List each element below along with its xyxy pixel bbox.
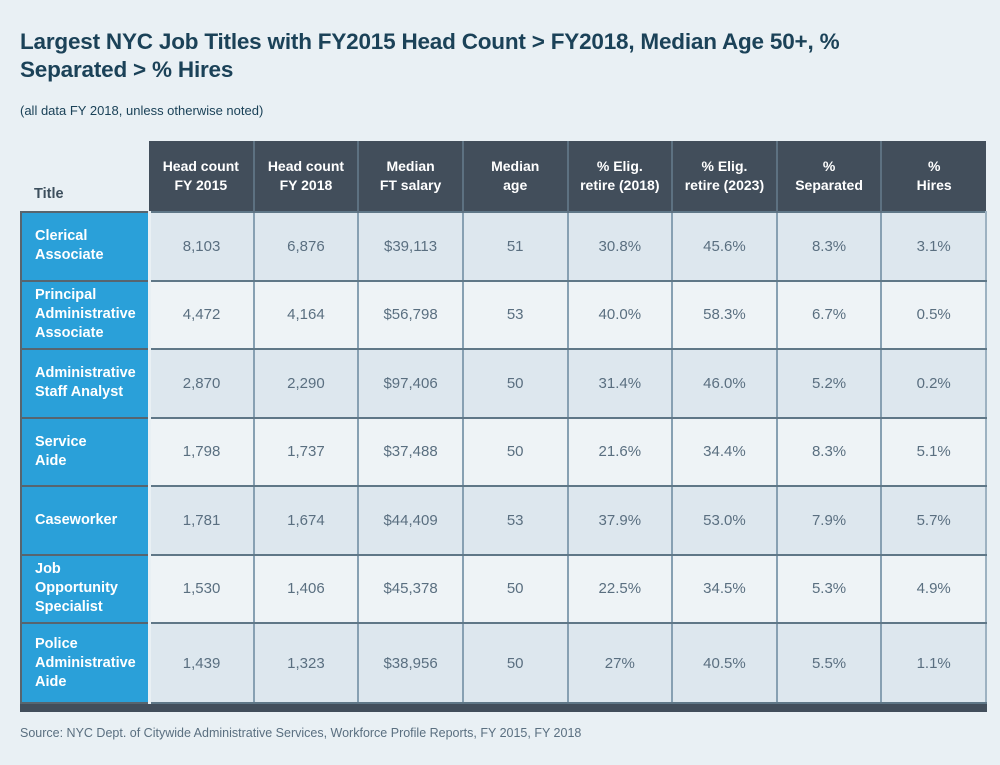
column-header-pct-hires: % Hires — [880, 141, 986, 212]
data-cell: 1,439 — [148, 622, 255, 704]
data-cell: 1,737 — [252, 416, 360, 487]
table-row: Clerical Associate 8,103 6,876 $39,113 5… — [20, 211, 987, 282]
row-title-cell: Clerical Associate — [20, 211, 151, 282]
data-cell: 3.1% — [880, 211, 987, 282]
data-cell: 5.1% — [880, 416, 987, 487]
row-title-cell: Job Opportunity Specialist — [20, 553, 151, 624]
data-cell: 7.9% — [775, 485, 883, 556]
source-note: Source: NYC Dept. of Citywide Administra… — [20, 726, 582, 740]
data-cell: 22.5% — [566, 553, 674, 624]
row-title-cell: Caseworker — [20, 485, 151, 556]
data-cell: 53 — [461, 485, 569, 556]
page-title: Largest NYC Job Titles with FY2015 Head … — [20, 29, 840, 82]
data-cell: $44,409 — [357, 485, 464, 556]
table-row: Principal Administrative Associate 4,472… — [20, 279, 987, 350]
data-cell: 1,530 — [148, 553, 255, 624]
data-cell: 1,781 — [148, 485, 255, 556]
data-cell: 30.8% — [566, 211, 674, 282]
data-cell: $37,488 — [357, 416, 464, 487]
data-cell: $45,378 — [357, 553, 464, 624]
table-row: Service Aide 1,798 1,737 $37,488 50 21.6… — [20, 416, 987, 487]
data-cell: 50 — [461, 622, 569, 704]
column-header-elig-retire-2018: % Elig. retire (2018) — [566, 141, 673, 212]
column-header-median-age: Median age — [461, 141, 568, 212]
column-header-elig-retire-2023: % Elig. retire (2023) — [671, 141, 777, 212]
data-cell: 34.5% — [671, 553, 778, 624]
row-title-cell: Police Administrative Aide — [20, 622, 151, 704]
data-cell: $97,406 — [357, 348, 464, 419]
data-cell: 46.0% — [671, 348, 778, 419]
row-title-cell: Principal Administrative Associate — [20, 279, 151, 350]
data-cell: 8,103 — [148, 211, 255, 282]
data-cell: $38,956 — [357, 622, 464, 704]
data-cell: 1.1% — [880, 622, 987, 704]
row-title-cell: Service Aide — [20, 416, 151, 487]
data-cell: 0.2% — [880, 348, 987, 419]
data-cell: 1,798 — [148, 416, 255, 487]
data-cell: 58.3% — [671, 279, 778, 350]
data-cell: 8.3% — [775, 416, 883, 487]
jobs-table: Title Head count FY 2015 Head count FY 2… — [20, 141, 987, 704]
data-cell: 5.3% — [775, 553, 883, 624]
data-cell: 27% — [566, 622, 674, 704]
data-cell: 1,674 — [252, 485, 360, 556]
page-subtitle: (all data FY 2018, unless otherwise note… — [20, 103, 264, 118]
data-cell: 5.7% — [880, 485, 987, 556]
data-cell: 50 — [461, 416, 569, 487]
table-header-row: Title Head count FY 2015 Head count FY 2… — [21, 141, 986, 212]
data-cell: $56,798 — [357, 279, 464, 350]
data-cell: 6.7% — [775, 279, 883, 350]
table-row: Job Opportunity Specialist 1,530 1,406 $… — [20, 553, 987, 624]
data-cell: 21.6% — [566, 416, 674, 487]
data-cell: 8.3% — [775, 211, 883, 282]
column-header-headcount-fy2015: Head count FY 2015 — [149, 141, 254, 212]
data-cell: 37.9% — [566, 485, 674, 556]
table-row: Police Administrative Aide 1,439 1,323 $… — [20, 622, 987, 704]
data-cell: 2,870 — [148, 348, 255, 419]
title-column-header: Title — [34, 186, 64, 202]
row-title-cell: Administrative Staff Analyst — [20, 348, 151, 419]
table-footer-bar — [20, 704, 987, 712]
data-cell: 40.5% — [671, 622, 778, 704]
data-cell: 40.0% — [566, 279, 674, 350]
data-cell: 34.4% — [671, 416, 778, 487]
column-header-median-ft-salary: Median FT salary — [357, 141, 463, 212]
data-cell: 4.9% — [880, 553, 987, 624]
data-cell: 4,164 — [252, 279, 360, 350]
table-row: Caseworker 1,781 1,674 $44,409 53 37.9% … — [20, 485, 987, 556]
data-cell: 5.5% — [775, 622, 883, 704]
data-cell: 53 — [461, 279, 569, 350]
data-cell: 5.2% — [775, 348, 883, 419]
data-cell: 50 — [461, 348, 569, 419]
data-cell: 0.5% — [880, 279, 987, 350]
table-row: Administrative Staff Analyst 2,870 2,290… — [20, 348, 987, 419]
data-cell: 1,406 — [252, 553, 360, 624]
data-cell: $39,113 — [357, 211, 464, 282]
data-cell: 4,472 — [148, 279, 255, 350]
column-header-headcount-fy2018: Head count FY 2018 — [252, 141, 359, 212]
data-cell: 31.4% — [566, 348, 674, 419]
data-cell: 51 — [461, 211, 569, 282]
data-cell: 1,323 — [252, 622, 360, 704]
data-cell: 2,290 — [252, 348, 360, 419]
data-cell: 53.0% — [671, 485, 778, 556]
data-cell: 6,876 — [252, 211, 360, 282]
column-header-pct-separated: % Separated — [775, 141, 882, 212]
data-cell: 50 — [461, 553, 569, 624]
infographic-page: Largest NYC Job Titles with FY2015 Head … — [20, 29, 987, 740]
data-cell: 45.6% — [671, 211, 778, 282]
